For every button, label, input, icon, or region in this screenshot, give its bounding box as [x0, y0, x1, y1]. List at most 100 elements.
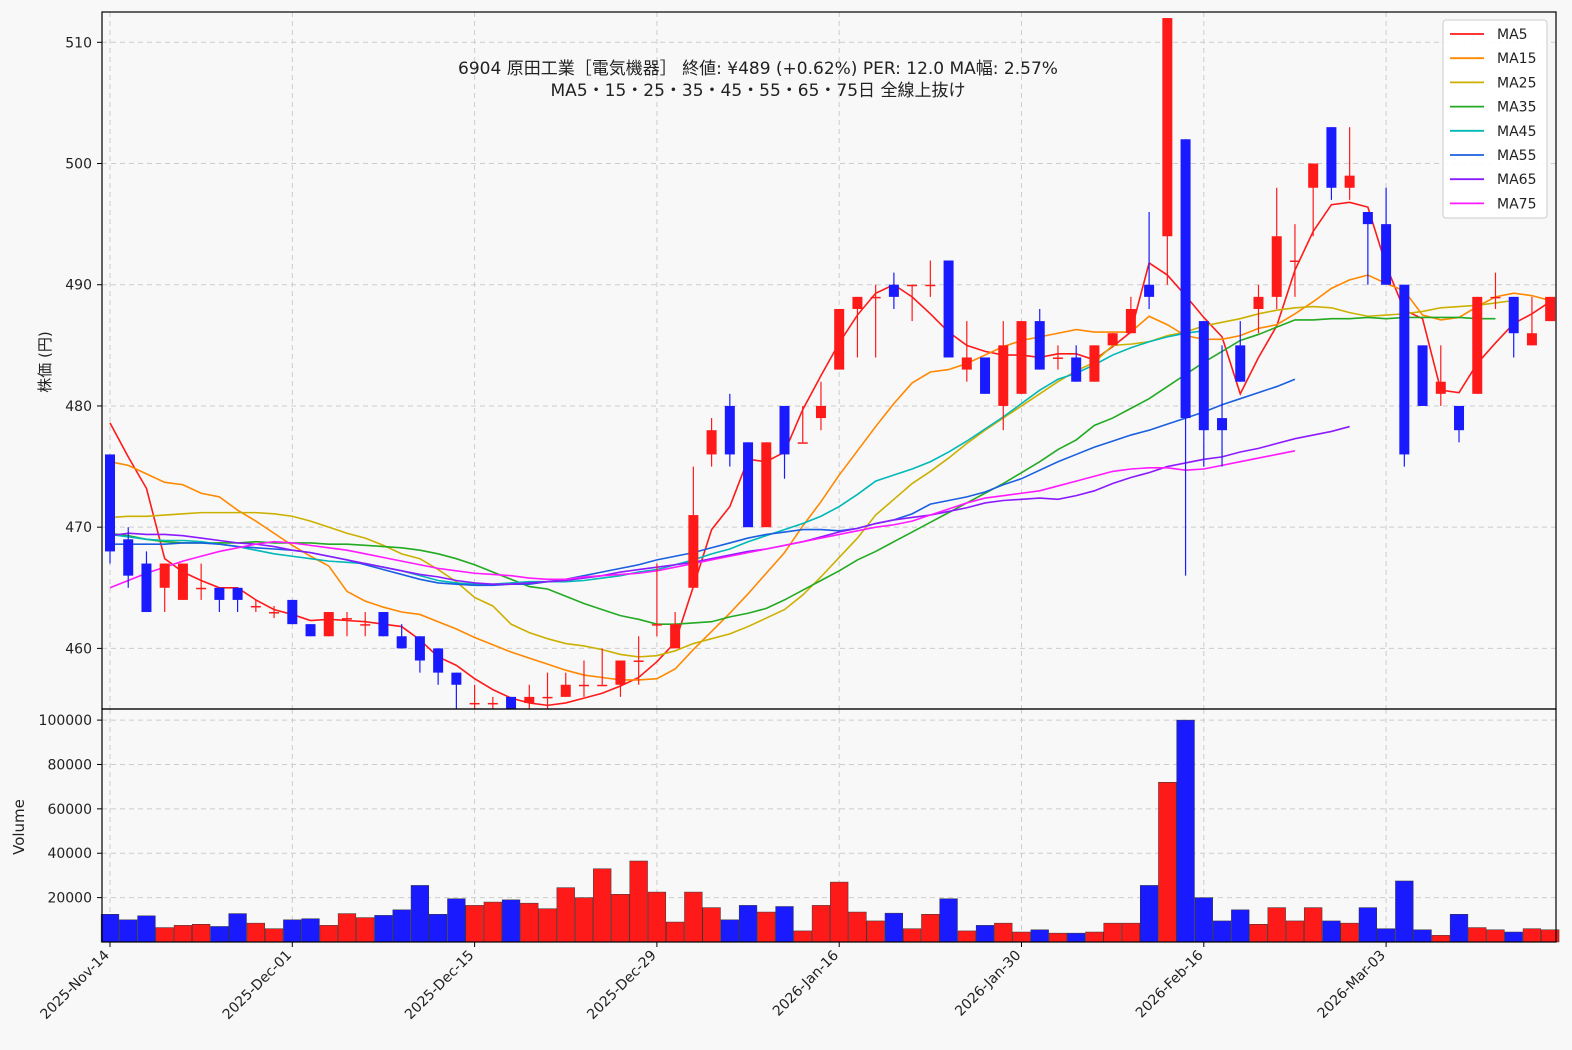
candle-body — [724, 405, 735, 455]
volume-bar — [192, 923, 211, 943]
candle-body — [250, 605, 261, 608]
price-tick-label: 510 — [65, 35, 92, 51]
volume-bar — [1322, 920, 1341, 943]
legend-label: MA45 — [1497, 124, 1536, 140]
legend-label: MA5 — [1497, 27, 1528, 43]
candle-body — [360, 624, 371, 626]
candle-body — [396, 636, 407, 649]
candle-body — [232, 587, 243, 600]
volume-bar — [994, 922, 1013, 943]
candle-body — [779, 405, 790, 455]
volume-bar — [1376, 928, 1396, 943]
volume-tick-label: 20000 — [47, 891, 92, 907]
candle-body — [1381, 224, 1392, 285]
candle-body — [961, 357, 972, 370]
candle-body — [1016, 321, 1027, 394]
candle-body — [834, 308, 845, 370]
volume-bar — [410, 885, 430, 943]
volume-bar — [1285, 920, 1305, 943]
ma-line-ma25 — [109, 299, 1514, 658]
volume-bar — [848, 911, 867, 943]
volume-bar — [738, 905, 758, 943]
volume-bar — [884, 912, 904, 943]
candle-body — [1052, 357, 1063, 359]
legend-label: MA35 — [1497, 100, 1536, 116]
volume-bar — [757, 911, 776, 943]
volume-bars — [100, 719, 1560, 943]
volume-bar — [1468, 927, 1487, 943]
volume-bar — [1413, 929, 1432, 943]
candle-body — [341, 618, 352, 620]
volume-bar — [1522, 928, 1542, 943]
candle-body — [615, 660, 626, 685]
chart-title: 6904 原田工業［電気機器］ 終値: ¥489 (+0.62%) PER: 1… — [458, 59, 1058, 79]
volume-bar — [866, 920, 885, 943]
volume-bar — [903, 928, 922, 943]
volume-bar — [1449, 914, 1469, 943]
legend-label: MA15 — [1497, 51, 1536, 67]
candle-body — [506, 696, 517, 709]
candle-body — [670, 624, 681, 649]
volume-tick-label: 100000 — [39, 713, 92, 729]
volume-bar — [520, 902, 539, 943]
volume-bar — [1231, 909, 1250, 943]
date-tick-label: 2026-Jan-16 — [770, 947, 842, 1019]
candle-body — [907, 284, 918, 287]
price-axis-ticks: 460 470 480 490 500 510 — [65, 35, 102, 657]
volume-bar — [356, 917, 375, 943]
volume-axis-ticks: 20000 40000 60000 80000 100000 — [39, 713, 102, 907]
volume-bar — [1395, 880, 1414, 943]
candle-body — [943, 260, 954, 358]
date-tick-label: 2026-Jan-30 — [952, 948, 1024, 1020]
volume-bar — [210, 926, 229, 943]
candle-body — [1472, 296, 1483, 394]
candle-body — [1454, 405, 1465, 431]
legend-label: MA55 — [1497, 148, 1536, 164]
candle-body — [1417, 345, 1428, 406]
volume-bar — [137, 915, 156, 943]
ma-line-ma35 — [109, 316, 1496, 625]
ma-line-ma15 — [109, 274, 1551, 681]
candle-body — [305, 624, 316, 637]
candle-body — [433, 648, 444, 673]
price-tick-label: 460 — [65, 641, 92, 657]
volume-bar — [939, 898, 958, 943]
volume-bar — [1486, 929, 1505, 943]
candle-body — [1235, 345, 1246, 382]
candle-body — [1399, 284, 1410, 455]
candle-body — [1162, 18, 1173, 237]
volume-bar — [465, 905, 484, 943]
ma-line-ma75 — [109, 450, 1296, 589]
volume-bar — [1304, 907, 1323, 943]
volume-bar — [447, 898, 466, 943]
candle-body — [123, 539, 134, 576]
candle-body — [1490, 296, 1501, 299]
price-tick-label: 500 — [65, 157, 92, 173]
candle-body — [1526, 333, 1537, 346]
date-tick-label: 2026-Mar-03 — [1315, 948, 1389, 1022]
candle-body — [743, 442, 754, 528]
candle-body — [1362, 212, 1373, 225]
date-tick-label: 2026-Feb-16 — [1133, 947, 1207, 1021]
volume-bar — [155, 927, 174, 943]
candle-body — [980, 357, 991, 394]
volume-bar — [337, 913, 357, 943]
candle-body — [1125, 308, 1136, 334]
volume-bar — [374, 915, 393, 943]
volume-bar — [538, 908, 557, 943]
volume-bar — [1103, 922, 1122, 943]
candle-body — [1435, 381, 1446, 394]
volume-bar — [1048, 932, 1068, 943]
volume-bar — [1212, 920, 1232, 943]
legend-label: MA75 — [1497, 196, 1536, 212]
date-tick-label: 2025-Nov-14 — [38, 947, 113, 1022]
volume-bar — [1194, 897, 1213, 943]
candle-body — [633, 660, 644, 663]
candle-body — [1034, 321, 1045, 370]
ma-line-ma65 — [109, 425, 1350, 585]
legend-label: MA65 — [1497, 172, 1536, 188]
volume-bar — [119, 919, 138, 943]
volume-bar — [1012, 931, 1031, 943]
date-axis-ticks: 2025-Nov-14 2025-Dec-01 2025-Dec-15 2025-De… — [38, 942, 1389, 1023]
volume-bar — [100, 914, 120, 943]
